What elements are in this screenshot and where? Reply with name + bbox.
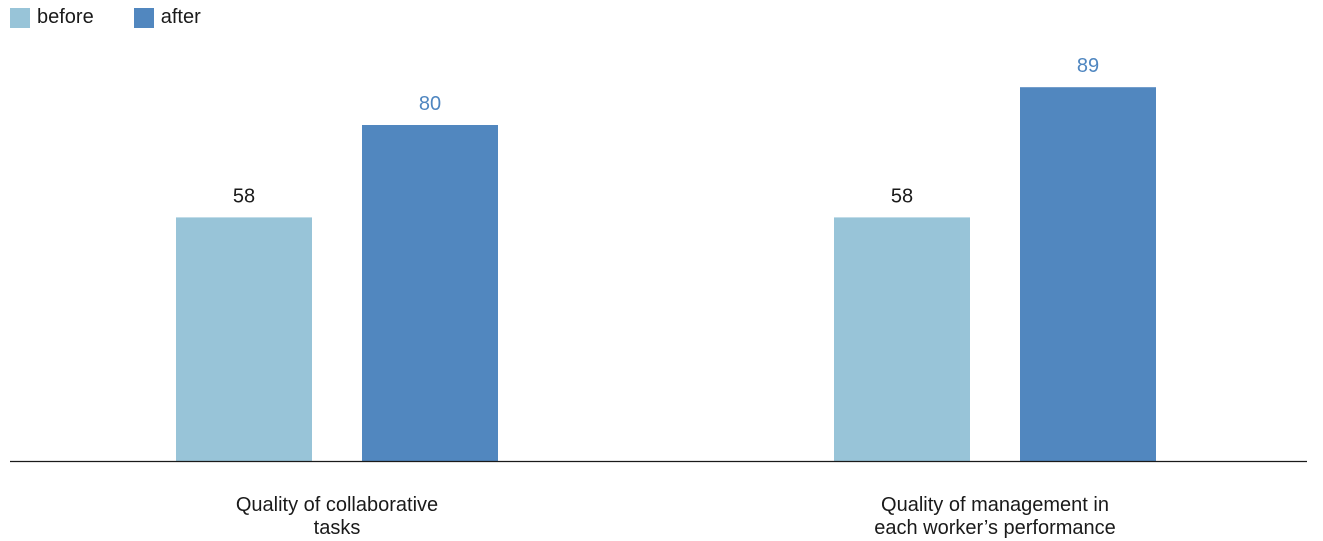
legend: before after bbox=[10, 6, 241, 29]
legend-swatch-before bbox=[10, 7, 30, 28]
legend-label-after: after bbox=[160, 6, 201, 28]
category-label-2-line-1: Quality of management in bbox=[881, 494, 1109, 516]
category-label-1-line-1: Quality of collaborative bbox=[236, 494, 438, 516]
legend-label-before: before bbox=[37, 6, 94, 28]
bar-before-1 bbox=[176, 217, 312, 461]
legend-swatch-after bbox=[133, 7, 154, 28]
data-label-before-2: 58 bbox=[891, 185, 913, 207]
data-label-after-1: 80 bbox=[419, 93, 441, 115]
bar-before-2 bbox=[834, 217, 970, 461]
bar-after-1 bbox=[362, 125, 498, 461]
data-label-before-1: 58 bbox=[233, 185, 255, 207]
legend-item-after: after bbox=[133, 6, 201, 29]
bar-after-2 bbox=[1020, 87, 1156, 461]
legend-item-before: before bbox=[10, 6, 94, 29]
data-label-after-2: 89 bbox=[1077, 55, 1099, 77]
category-label-2-line-2: each worker’s performance bbox=[874, 517, 1116, 539]
category-label-1-line-2: tasks bbox=[314, 517, 361, 539]
